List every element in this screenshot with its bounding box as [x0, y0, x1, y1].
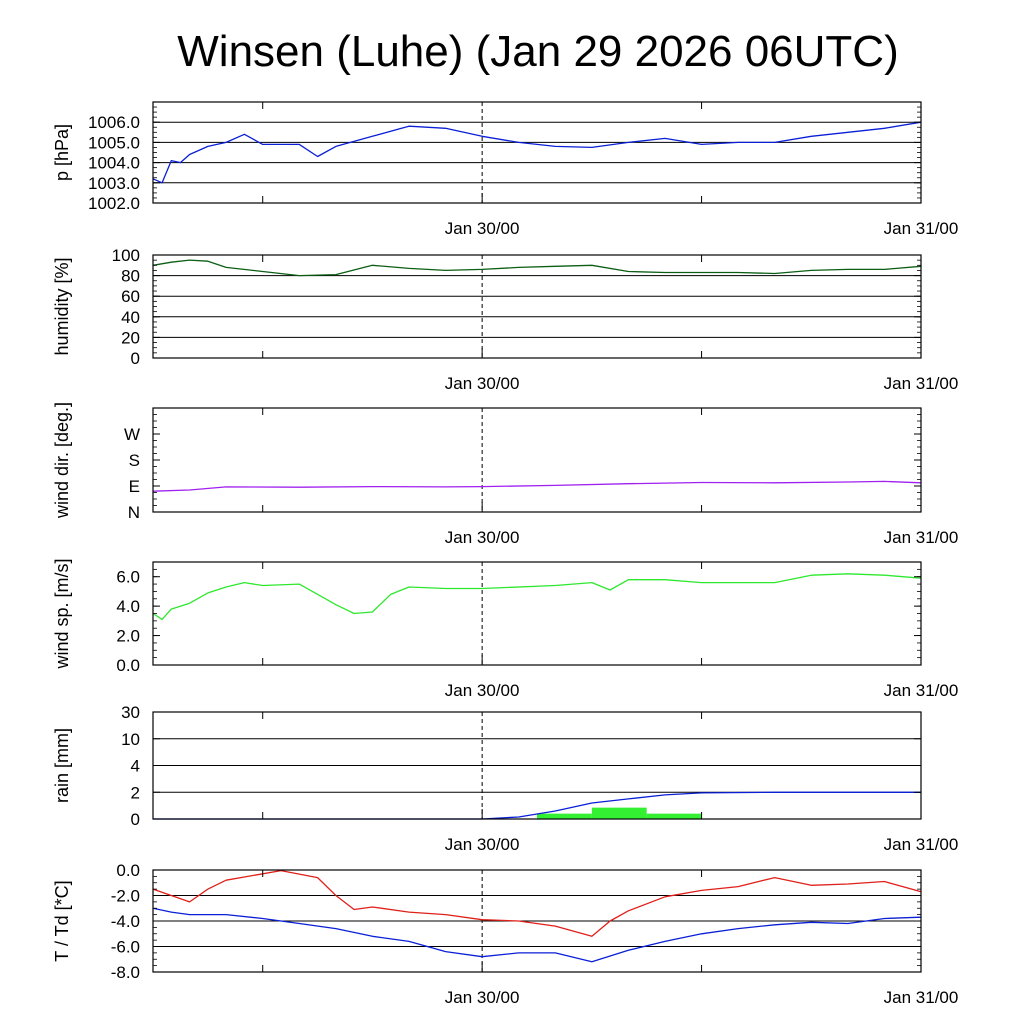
- y-axis-label: rain [mm]: [52, 728, 72, 803]
- chart-title: Winsen (Luhe) (Jan 29 2026 06UTC): [177, 27, 898, 76]
- y-tick-label: -4.0: [111, 912, 140, 931]
- x-tick-label: Jan 31/00: [884, 988, 959, 1007]
- y-axis-label: p [hPa]: [52, 124, 72, 181]
- x-tick-label: Jan 31/00: [884, 374, 959, 393]
- x-tick-label: Jan 30/00: [445, 681, 520, 700]
- x-tick-label: Jan 31/00: [884, 528, 959, 547]
- y-tick-label: 20: [121, 328, 140, 347]
- y-tick-label: 1003.0: [88, 174, 140, 193]
- y-tick-label: 2.0: [116, 627, 140, 646]
- x-tick-label: Jan 31/00: [884, 219, 959, 238]
- y-tick-label: 6.0: [116, 568, 140, 587]
- humidity-series-line-0: [152, 259, 922, 277]
- plot-frame: [152, 101, 922, 204]
- y-tick-label: E: [129, 477, 140, 496]
- y-tick-label: -8.0: [111, 963, 140, 982]
- y-tick-label: -6.0: [111, 938, 140, 957]
- y-axis-label: humidity [%]: [52, 257, 72, 355]
- x-tick-label: Jan 31/00: [884, 835, 959, 854]
- y-tick-label: 10: [121, 730, 140, 749]
- x-tick-label: Jan 30/00: [445, 219, 520, 238]
- x-tick-label: Jan 30/00: [445, 835, 520, 854]
- y-tick-label: 40: [121, 308, 140, 327]
- rain-series-line-0: [153, 791, 921, 820]
- y-tick-label: S: [129, 451, 140, 470]
- y-tick-label: 80: [121, 267, 140, 286]
- y-tick-label: 1004.0: [88, 154, 140, 173]
- rain-bar: [646, 813, 702, 819]
- y-tick-label: 2: [131, 783, 140, 802]
- y-tick-label: 0.0: [116, 861, 140, 880]
- y-axis-label: wind dir. [deg.]: [52, 402, 72, 519]
- rain-bar: [537, 813, 592, 819]
- y-tick-label: 4: [131, 757, 140, 776]
- panel-wind-speed: 0.0 2.0 4.0 6.0 Jan 30/00 Jan 31/00 wind sp. […: [52, 558, 958, 700]
- y-axis-label: T / Td [*C]: [52, 880, 72, 961]
- x-tick-label: Jan 30/00: [445, 374, 520, 393]
- y-tick-label: 0.0: [116, 656, 140, 675]
- temperature-dewpoint-series-line-1: [152, 907, 922, 963]
- wind-direction-series-line-0: [152, 480, 922, 492]
- x-tick-label: Jan 30/00: [445, 528, 520, 547]
- y-tick-label: 1006.0: [88, 113, 140, 132]
- temperature-dewpoint-series-line-0: [152, 869, 922, 937]
- y-tick-label: W: [124, 425, 140, 444]
- plot-frame: [152, 407, 922, 513]
- x-tick-label: Jan 31/00: [884, 681, 959, 700]
- y-tick-label: 0: [131, 349, 140, 368]
- pressure-series-line-0: [152, 121, 922, 184]
- x-tick-label: Jan 30/00: [445, 988, 520, 1007]
- y-tick-label: 100: [112, 246, 140, 265]
- panel-temperature-dewpoint: -8.0 -6.0 -4.0 -2.0 0.0 Jan 30/00 Jan 31/00 T /…: [52, 861, 958, 1007]
- wind-speed-series-line-0: [152, 573, 922, 621]
- panel-rain: 0 2 4 10 30 Jan 30/00 Jan 31/00 rain [mm]: [52, 703, 958, 854]
- y-axis-label: wind sp. [m/s]: [52, 558, 72, 669]
- y-tick-label: 0: [131, 810, 140, 829]
- plot-frame: [152, 561, 922, 666]
- rain-bar: [591, 807, 647, 819]
- y-tick-label: 60: [121, 287, 140, 306]
- y-tick-label: 1005.0: [88, 133, 140, 152]
- y-tick-label: 4.0: [116, 597, 140, 616]
- y-tick-label: 30: [121, 703, 140, 722]
- y-tick-label: 1002.0: [88, 194, 140, 213]
- y-tick-label: -2.0: [111, 887, 140, 906]
- y-tick-label: N: [128, 503, 140, 522]
